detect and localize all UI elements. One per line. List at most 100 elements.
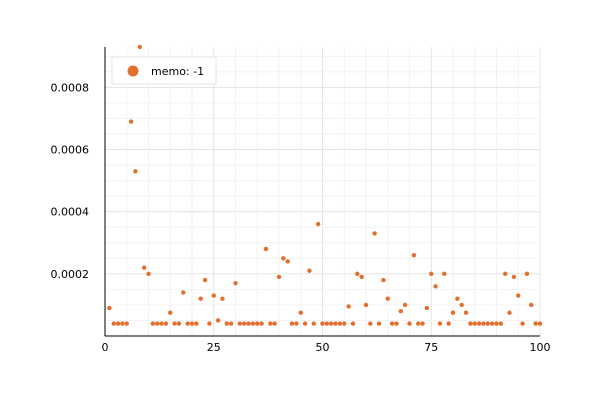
data-point bbox=[329, 321, 334, 326]
data-point bbox=[411, 253, 417, 258]
legend-label: memo: -1 bbox=[151, 65, 204, 78]
x-tick-label: 50 bbox=[316, 341, 330, 354]
y-tick-label: 0.0008 bbox=[51, 81, 90, 94]
data-point bbox=[224, 321, 229, 326]
data-point bbox=[359, 274, 364, 280]
data-point bbox=[311, 321, 316, 326]
data-point bbox=[372, 231, 377, 236]
data-point bbox=[202, 277, 208, 283]
data-point bbox=[181, 290, 186, 295]
data-point bbox=[529, 302, 534, 308]
data-point bbox=[276, 274, 282, 280]
data-point bbox=[485, 321, 490, 326]
y-tick-labels: 0.0002 0.0004 0.0006 0.0008 bbox=[51, 81, 90, 280]
data-point bbox=[381, 277, 386, 283]
data-point bbox=[133, 169, 138, 174]
data-point bbox=[472, 321, 477, 326]
data-point bbox=[233, 280, 238, 286]
data-point bbox=[494, 321, 499, 326]
data-point bbox=[503, 271, 508, 277]
axes bbox=[104, 47, 540, 337]
data-point bbox=[194, 321, 199, 326]
data-point bbox=[442, 271, 447, 277]
data-point bbox=[176, 321, 182, 326]
data-point bbox=[128, 119, 134, 124]
data-point bbox=[355, 271, 360, 277]
x-tick-label: 75 bbox=[424, 341, 438, 354]
x-tick-label: 25 bbox=[207, 341, 221, 354]
data-point bbox=[242, 321, 247, 326]
data-point bbox=[433, 284, 438, 289]
data-point bbox=[250, 321, 256, 326]
y-tick-label: 0.0004 bbox=[51, 206, 90, 219]
data-point bbox=[468, 321, 473, 326]
data-point bbox=[285, 259, 290, 264]
data-point bbox=[259, 321, 264, 326]
data-point bbox=[294, 321, 299, 326]
data-point bbox=[437, 321, 443, 326]
data-point bbox=[450, 310, 456, 315]
x-tick-label: 0 bbox=[102, 341, 109, 354]
data-point bbox=[429, 271, 434, 277]
data-point bbox=[376, 321, 382, 326]
data-point bbox=[159, 321, 164, 326]
data-point bbox=[363, 302, 369, 308]
data-point bbox=[137, 44, 142, 50]
data-point bbox=[424, 305, 430, 311]
data-point bbox=[246, 321, 251, 326]
legend: memo: -1 bbox=[111, 56, 217, 85]
data-point bbox=[111, 321, 116, 326]
data-point bbox=[350, 321, 356, 326]
data-point bbox=[141, 265, 147, 270]
data-point bbox=[320, 321, 325, 326]
data-point bbox=[533, 321, 538, 326]
data-point bbox=[507, 310, 512, 315]
x-tick-label: 100 bbox=[530, 341, 551, 354]
data-point bbox=[476, 321, 482, 326]
data-point bbox=[211, 293, 216, 298]
data-point bbox=[398, 308, 403, 314]
data-point bbox=[298, 310, 303, 315]
data-point bbox=[520, 321, 525, 326]
data-point bbox=[207, 321, 212, 326]
data-point bbox=[263, 246, 269, 252]
data-point bbox=[416, 321, 421, 326]
data-point bbox=[481, 321, 486, 326]
data-point bbox=[489, 321, 495, 326]
data-point bbox=[342, 321, 347, 326]
data-point bbox=[368, 321, 373, 326]
data-point bbox=[402, 302, 408, 308]
data-point bbox=[516, 293, 521, 298]
data-point bbox=[198, 296, 203, 301]
data-point bbox=[463, 310, 469, 315]
data-point bbox=[537, 321, 543, 326]
grid-lines bbox=[104, 47, 541, 336]
data-point bbox=[407, 321, 412, 326]
data-point bbox=[524, 271, 530, 277]
data-point bbox=[385, 296, 390, 301]
data-points bbox=[107, 44, 543, 326]
data-point bbox=[420, 321, 425, 326]
data-point bbox=[394, 321, 399, 326]
data-point bbox=[255, 321, 260, 326]
data-point bbox=[124, 321, 129, 326]
data-point bbox=[302, 321, 308, 326]
data-point bbox=[146, 271, 151, 277]
data-point bbox=[498, 321, 504, 326]
data-point bbox=[120, 321, 125, 326]
data-point bbox=[289, 321, 295, 326]
data-point bbox=[168, 310, 173, 315]
data-point bbox=[511, 274, 517, 280]
data-point bbox=[281, 256, 286, 261]
data-point bbox=[220, 296, 225, 301]
data-point bbox=[307, 268, 312, 273]
data-point bbox=[446, 321, 451, 326]
data-point bbox=[150, 321, 156, 326]
x-tick-labels: 0 25 50 75 100 bbox=[102, 341, 551, 354]
data-point bbox=[346, 304, 351, 309]
data-point bbox=[324, 321, 330, 326]
data-point bbox=[155, 321, 160, 326]
data-point bbox=[337, 321, 343, 326]
data-point bbox=[389, 321, 395, 326]
